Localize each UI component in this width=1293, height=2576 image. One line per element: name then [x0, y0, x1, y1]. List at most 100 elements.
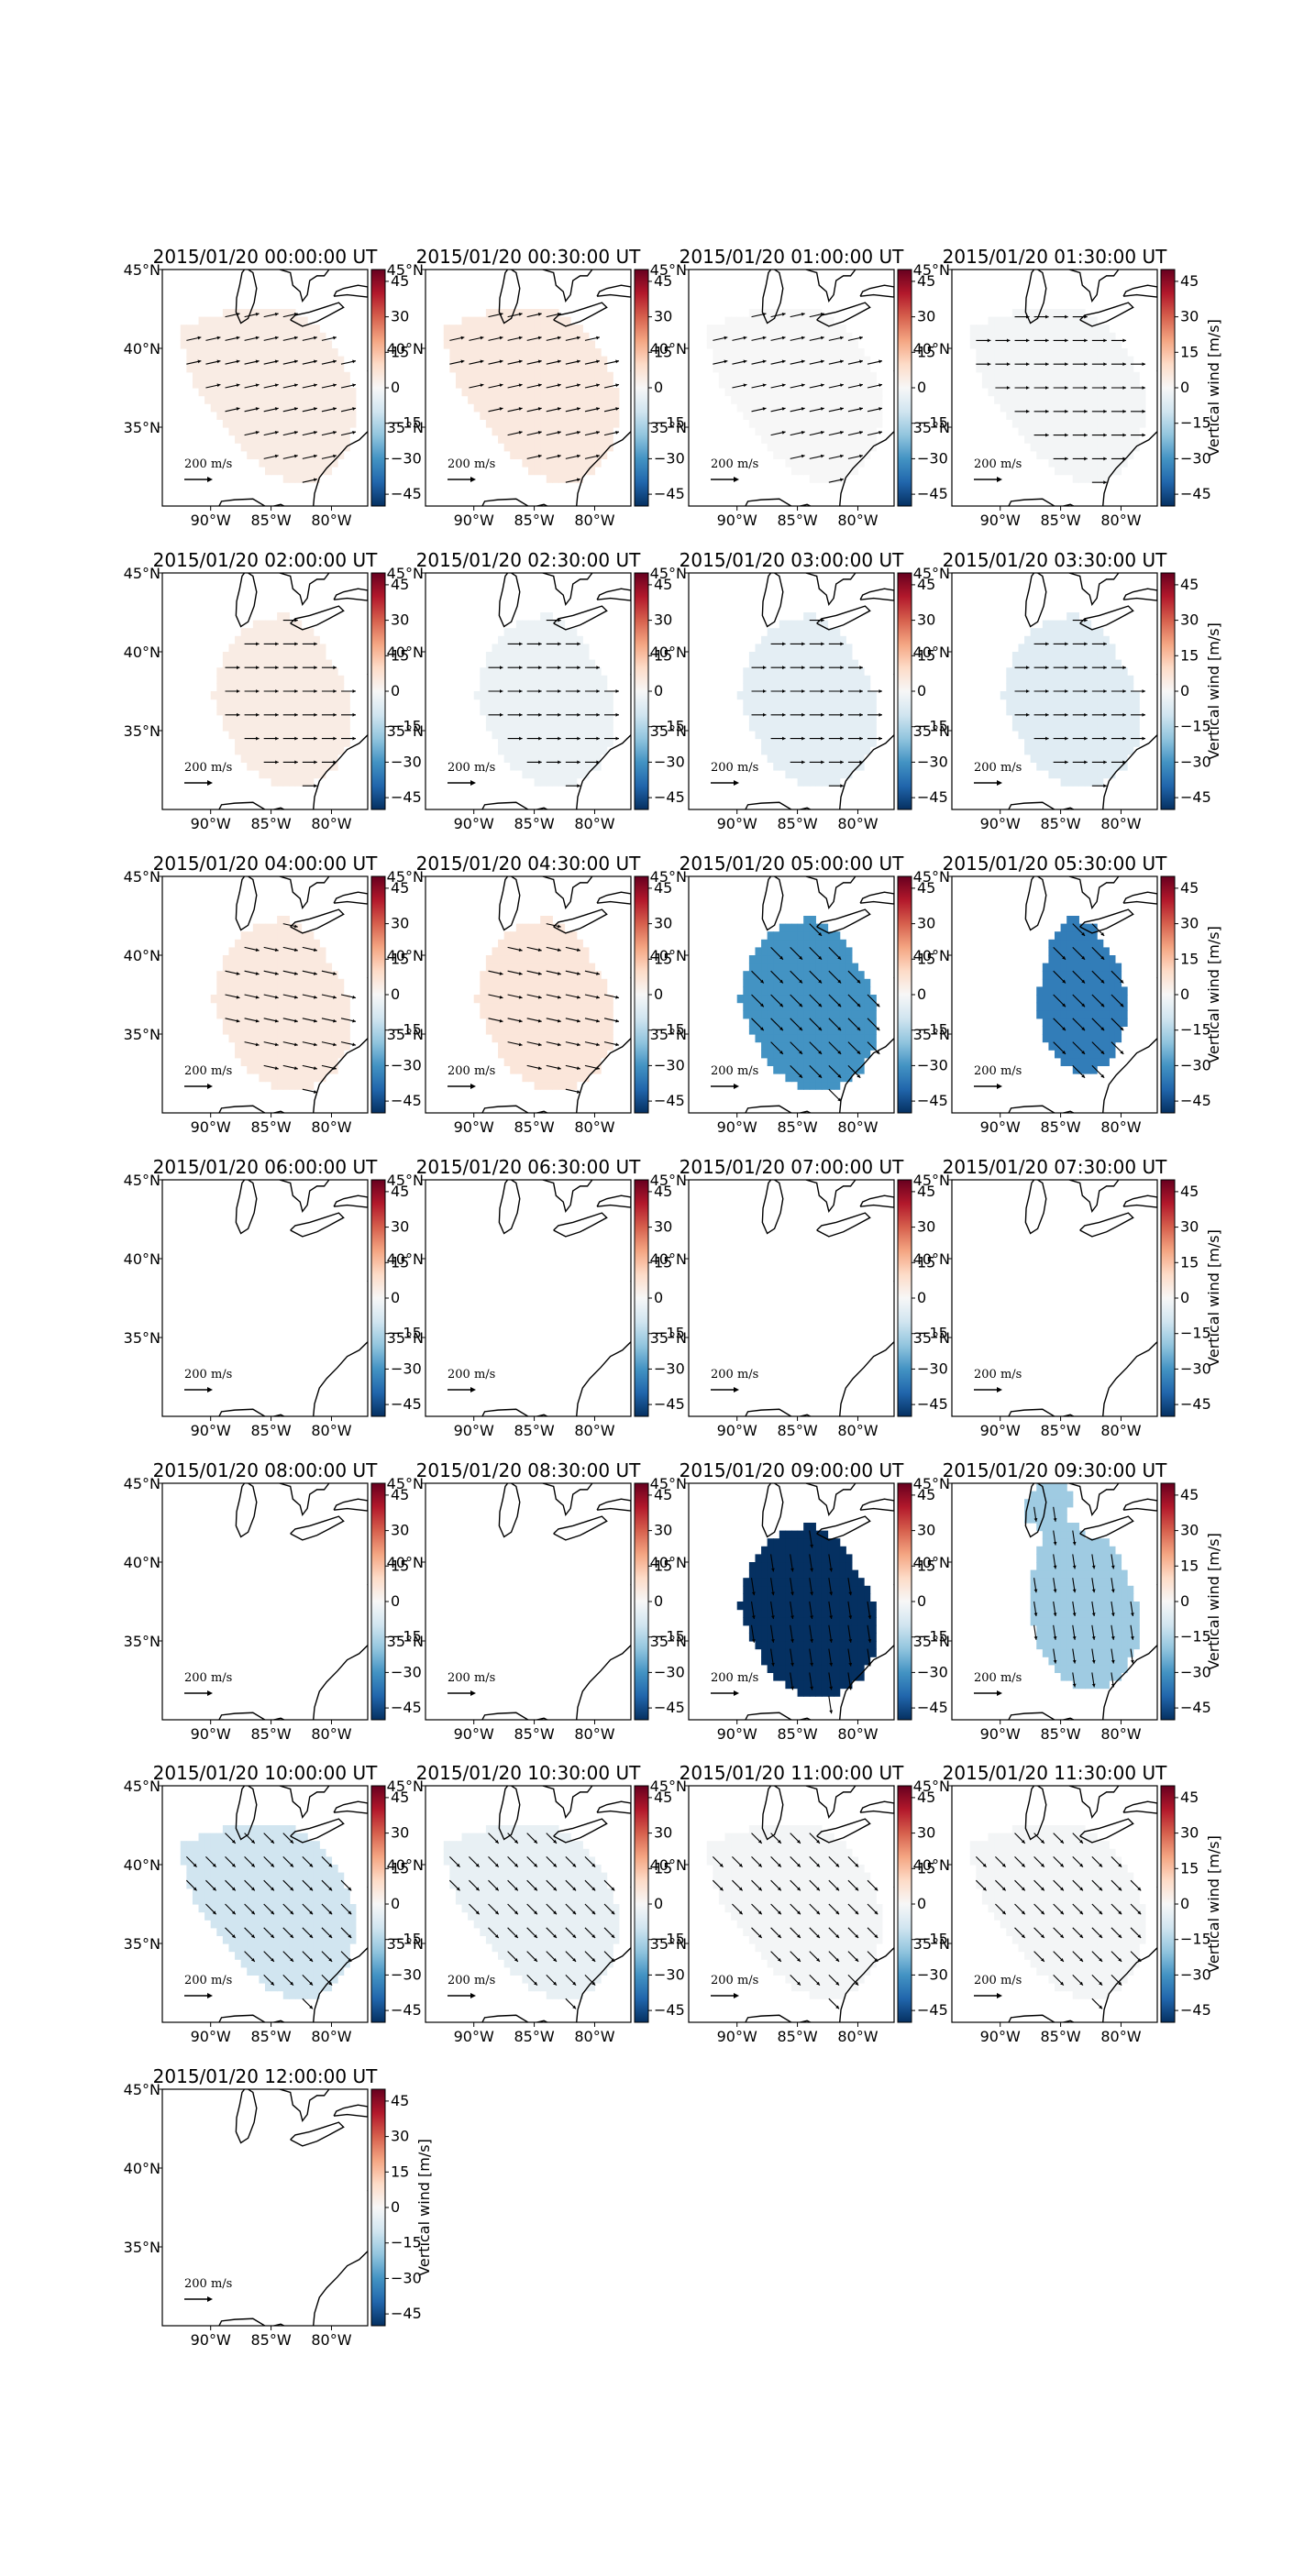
grid-cell — [307, 1050, 315, 1059]
coastline — [1102, 370, 1157, 506]
grid-cell — [307, 411, 315, 420]
grid-cell — [809, 714, 816, 723]
grid-cell — [1066, 620, 1074, 629]
grid-cell — [277, 628, 284, 637]
grid-cell — [834, 356, 841, 365]
grid-cell — [1048, 403, 1055, 413]
grid-cell — [1078, 411, 1086, 420]
grid-cell — [498, 652, 505, 661]
map-area — [1000, 573, 1157, 809]
grid-cell — [851, 403, 859, 413]
wind-arrow-head — [314, 383, 317, 388]
grid-cell — [797, 644, 804, 653]
grid-cell — [827, 738, 834, 747]
grid-cell — [282, 754, 290, 763]
grid-cell — [809, 754, 816, 763]
grid-cell — [289, 419, 296, 428]
grid-cell — [1055, 371, 1062, 380]
grid-cell — [839, 411, 846, 420]
grid-cell — [1097, 691, 1104, 700]
grid-cell — [601, 443, 608, 452]
grid-cell — [1072, 443, 1079, 452]
grid-cell — [271, 419, 278, 428]
grid-cell — [797, 777, 804, 787]
grid-cell — [210, 371, 217, 380]
y-tick-label: 40°N — [387, 340, 424, 358]
grid-cell — [845, 699, 853, 708]
grid-cell — [240, 443, 248, 452]
grid-cell — [1055, 427, 1062, 436]
grid-cell — [294, 714, 303, 723]
grid-cell — [767, 371, 774, 380]
grid-cell — [301, 340, 308, 349]
grid-cell — [515, 746, 524, 755]
wind-arrow-head — [1084, 433, 1088, 437]
grid-cell — [534, 1041, 541, 1051]
grid-cell — [613, 395, 620, 404]
grid-cell — [282, 770, 290, 779]
grid-cell — [588, 675, 596, 684]
grid-cell — [876, 419, 883, 428]
grid-cell — [455, 325, 463, 334]
grid-cell — [1060, 770, 1067, 779]
grid-cell — [301, 963, 308, 972]
grid-cell — [1090, 722, 1098, 732]
grid-cell — [834, 474, 841, 483]
grid-cell — [1109, 644, 1116, 653]
grid-cell — [473, 995, 481, 1004]
grid-cell — [510, 450, 517, 459]
grid-cell — [588, 707, 596, 716]
grid-cell — [748, 332, 757, 341]
grid-cell — [228, 325, 236, 334]
grid-cell — [797, 443, 804, 452]
grid-cell — [1109, 467, 1116, 476]
grid-cell — [522, 939, 529, 948]
grid-cell — [552, 691, 559, 700]
grid-cell — [1036, 644, 1044, 653]
grid-cell — [259, 691, 266, 700]
grid-cell — [552, 770, 559, 779]
grid-cell — [821, 474, 829, 483]
grid-cell — [540, 612, 547, 622]
grid-cell — [594, 691, 602, 700]
wind-arrow-head — [821, 712, 824, 717]
grid-cell — [755, 652, 762, 661]
grid-cell — [785, 458, 792, 468]
grid-cell — [1066, 450, 1074, 459]
wind-arrow-head — [1065, 689, 1068, 693]
grid-cell — [588, 419, 596, 428]
grid-cell — [1030, 635, 1037, 644]
grid-cell — [1072, 620, 1079, 629]
axes-frame — [425, 269, 632, 507]
grid-cell — [588, 746, 596, 755]
grid-cell — [839, 443, 846, 452]
grid-cell — [594, 722, 602, 732]
grid-cell — [1024, 435, 1032, 444]
coastline — [290, 605, 345, 631]
wind-arrow-head — [236, 383, 240, 388]
wind-arrow-head — [577, 359, 580, 364]
grid-cell — [552, 777, 559, 787]
grid-cell — [240, 644, 248, 653]
grid-cell — [282, 380, 290, 389]
grid-cell — [1127, 380, 1134, 389]
grid-cell — [864, 403, 871, 413]
grid-cell — [294, 474, 303, 483]
grid-cell — [455, 348, 463, 358]
grid-cell — [235, 371, 242, 380]
grid-cell — [534, 1026, 541, 1035]
grid-cell — [265, 1065, 272, 1074]
grid-cell — [1090, 450, 1098, 459]
grid-cell — [498, 699, 505, 708]
grid-cell — [564, 348, 571, 358]
panel-title: 2015/01/20 01:00:00 UT — [680, 246, 904, 268]
grid-cell — [606, 699, 613, 708]
wind-arrow-head — [1045, 712, 1049, 717]
grid-cell — [480, 675, 487, 684]
grid-cell — [247, 419, 254, 428]
grid-cell — [282, 916, 290, 925]
grid-cell — [282, 731, 290, 740]
coastline — [553, 605, 608, 631]
grid-cell — [748, 707, 757, 716]
grid-cell — [277, 923, 284, 932]
